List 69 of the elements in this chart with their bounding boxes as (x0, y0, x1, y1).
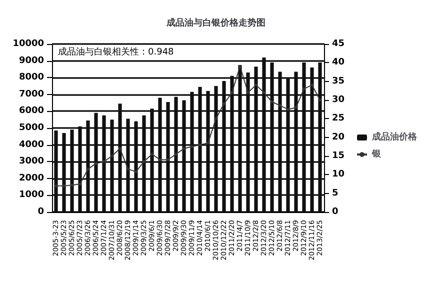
y2-tick-label: 0 (332, 207, 338, 217)
bar (158, 98, 162, 212)
y2-tick-label: 10 (332, 170, 345, 180)
y-tick-label: 1000 (18, 190, 44, 200)
y2-tick-label: 40 (332, 58, 345, 68)
y-tick-label: 6000 (18, 106, 44, 116)
y-tick-label: 4000 (18, 140, 44, 150)
point (222, 102, 226, 106)
bar (134, 121, 138, 212)
bar (102, 115, 106, 212)
y-tick-label: 9000 (18, 56, 44, 66)
bar (278, 72, 282, 212)
bar (182, 100, 186, 212)
bar (190, 92, 194, 212)
bar (246, 72, 250, 212)
point (190, 145, 194, 148)
bar (150, 108, 154, 212)
bar (174, 96, 178, 212)
bar (142, 115, 146, 212)
bar (206, 91, 210, 212)
bar (318, 62, 322, 212)
y-tick-label: 8000 (18, 72, 44, 83)
y-tick-label: 7000 (18, 89, 44, 100)
bar (294, 72, 298, 212)
y-tick-label: 3000 (18, 156, 44, 167)
line-series (54, 64, 322, 188)
bar (310, 68, 314, 212)
annotation: 成品油与白银相关性：0.948 (58, 46, 174, 58)
bar (166, 102, 170, 212)
point (158, 158, 162, 162)
y2-tick-label: 20 (332, 132, 345, 142)
legend-label: 银 (371, 148, 382, 160)
y-tick-label: 10000 (12, 39, 44, 49)
y2-tick-label: 35 (332, 76, 345, 86)
bar (302, 62, 306, 212)
bar (238, 65, 242, 212)
bar (118, 104, 122, 212)
point (198, 143, 202, 146)
bar (110, 120, 114, 212)
bar (54, 130, 58, 212)
chart-title: 成品油与白银价格走势图 (166, 18, 266, 28)
bar (270, 62, 274, 212)
bar (222, 80, 226, 212)
bar (78, 126, 82, 212)
y2-tick-label: 30 (332, 95, 345, 105)
bar (254, 66, 258, 212)
bar (198, 86, 202, 212)
y-tick-label: 2000 (18, 173, 44, 184)
bar (70, 130, 74, 212)
point (54, 184, 58, 188)
point (166, 158, 170, 162)
bar (126, 118, 130, 212)
bar (86, 120, 90, 212)
bar (262, 57, 266, 212)
bar (230, 76, 234, 212)
y-tick-label: 5000 (18, 123, 44, 133)
bar (286, 78, 290, 212)
bar (62, 133, 66, 212)
legend-label: 成品油价格 (371, 132, 418, 142)
bar (94, 112, 98, 212)
y2-tick-label: 25 (332, 114, 345, 124)
bar (214, 86, 218, 212)
y2-tick-label: 5 (332, 188, 338, 198)
y-tick-label: 0 (38, 207, 44, 217)
point (302, 87, 306, 90)
point (214, 117, 218, 120)
y2-tick-label: 45 (332, 39, 345, 49)
y2-tick-label: 15 (332, 151, 345, 161)
point (134, 170, 138, 174)
